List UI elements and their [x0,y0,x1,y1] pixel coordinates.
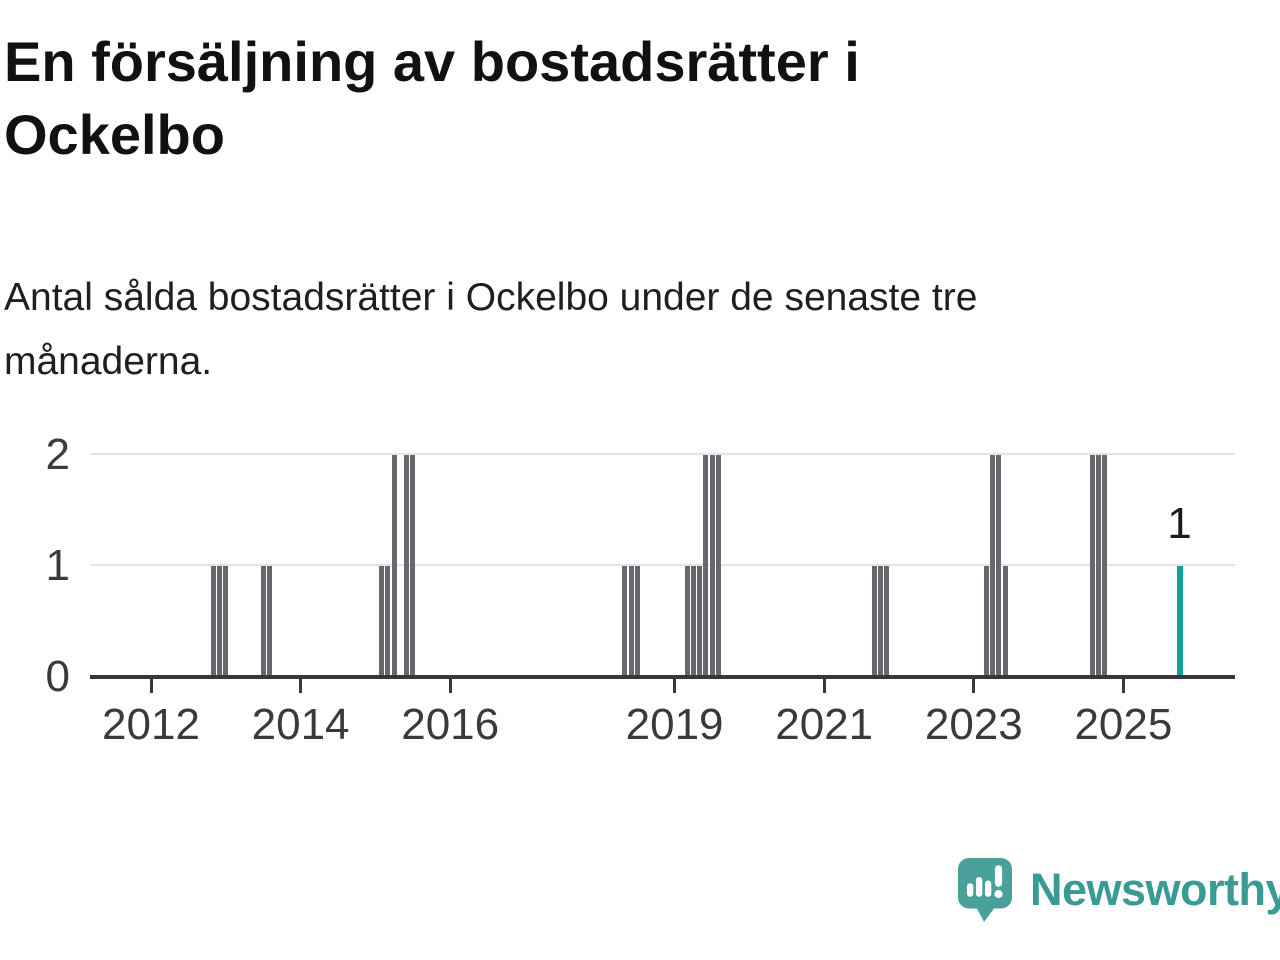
x-tick-label: 2012 [102,700,200,749]
x-tick-label: 2019 [625,700,724,749]
highlight-value-label: 1 [1167,499,1192,548]
bar [697,566,702,677]
bar [1102,455,1108,677]
x-tick-mark [448,679,452,693]
bar [715,455,721,677]
x-tick-label: 2016 [401,700,500,749]
x-tick-mark [972,679,976,693]
page-title-line-2: Ockelbo [4,102,225,166]
bar [703,455,709,677]
chart-subtitle-line-1: Antal sålda bostadsrätter i Ockelbo unde… [4,276,978,319]
bar [223,566,229,677]
x-tick-mark [299,679,303,693]
chart-subtitle-line-2: månaderna. [4,339,213,383]
gridline-y2 [90,453,1235,455]
bar [622,566,628,677]
x-tick-mark [822,679,826,693]
x-tick-label: 2021 [775,700,874,749]
x-tick-label: 2025 [1074,700,1173,749]
newsworthy-logo: Newsworthy [958,858,1280,922]
y-tick-label: 2 [45,430,70,479]
bar [1096,455,1101,677]
bar [266,566,272,677]
x-tick-mark [673,679,677,693]
y-tick-label: 0 [45,652,70,701]
bar [709,455,715,677]
x-tick-mark [149,679,153,693]
bar [634,566,640,677]
bar [404,455,410,677]
bar [217,566,223,677]
bar [1089,455,1095,677]
bar [684,566,690,677]
newsworthy-bubble-chart-icon [958,858,1012,922]
bar [690,566,696,677]
bar [1002,566,1008,677]
bar [410,455,416,677]
page-title-line-1: En försäljning av bostadsrätter i [4,30,860,93]
bar [884,566,889,677]
bar [260,566,266,677]
bar [210,566,216,677]
x-axis-line [90,675,1235,679]
gridline-y1 [90,564,1235,566]
bar [990,455,995,677]
page-title: En försäljning av bostadsrätter i Ockelb… [4,26,1224,172]
x-tick-mark [1121,679,1125,693]
bar [628,566,634,677]
x-tick-label: 2014 [251,700,350,749]
bar [379,566,385,677]
bar [983,566,989,677]
chart-subtitle: Antal sålda bostadsrätter i Ockelbo unde… [4,266,1244,394]
bar [871,566,877,677]
y-tick-label: 1 [45,541,70,590]
newsworthy-logo-text: Newsworthy [1030,864,1280,915]
bar [385,566,391,677]
bar [996,455,1002,677]
bar [391,455,397,677]
highlight-bar [1176,566,1183,677]
x-tick-label: 2023 [924,700,1023,749]
bar [877,566,883,677]
